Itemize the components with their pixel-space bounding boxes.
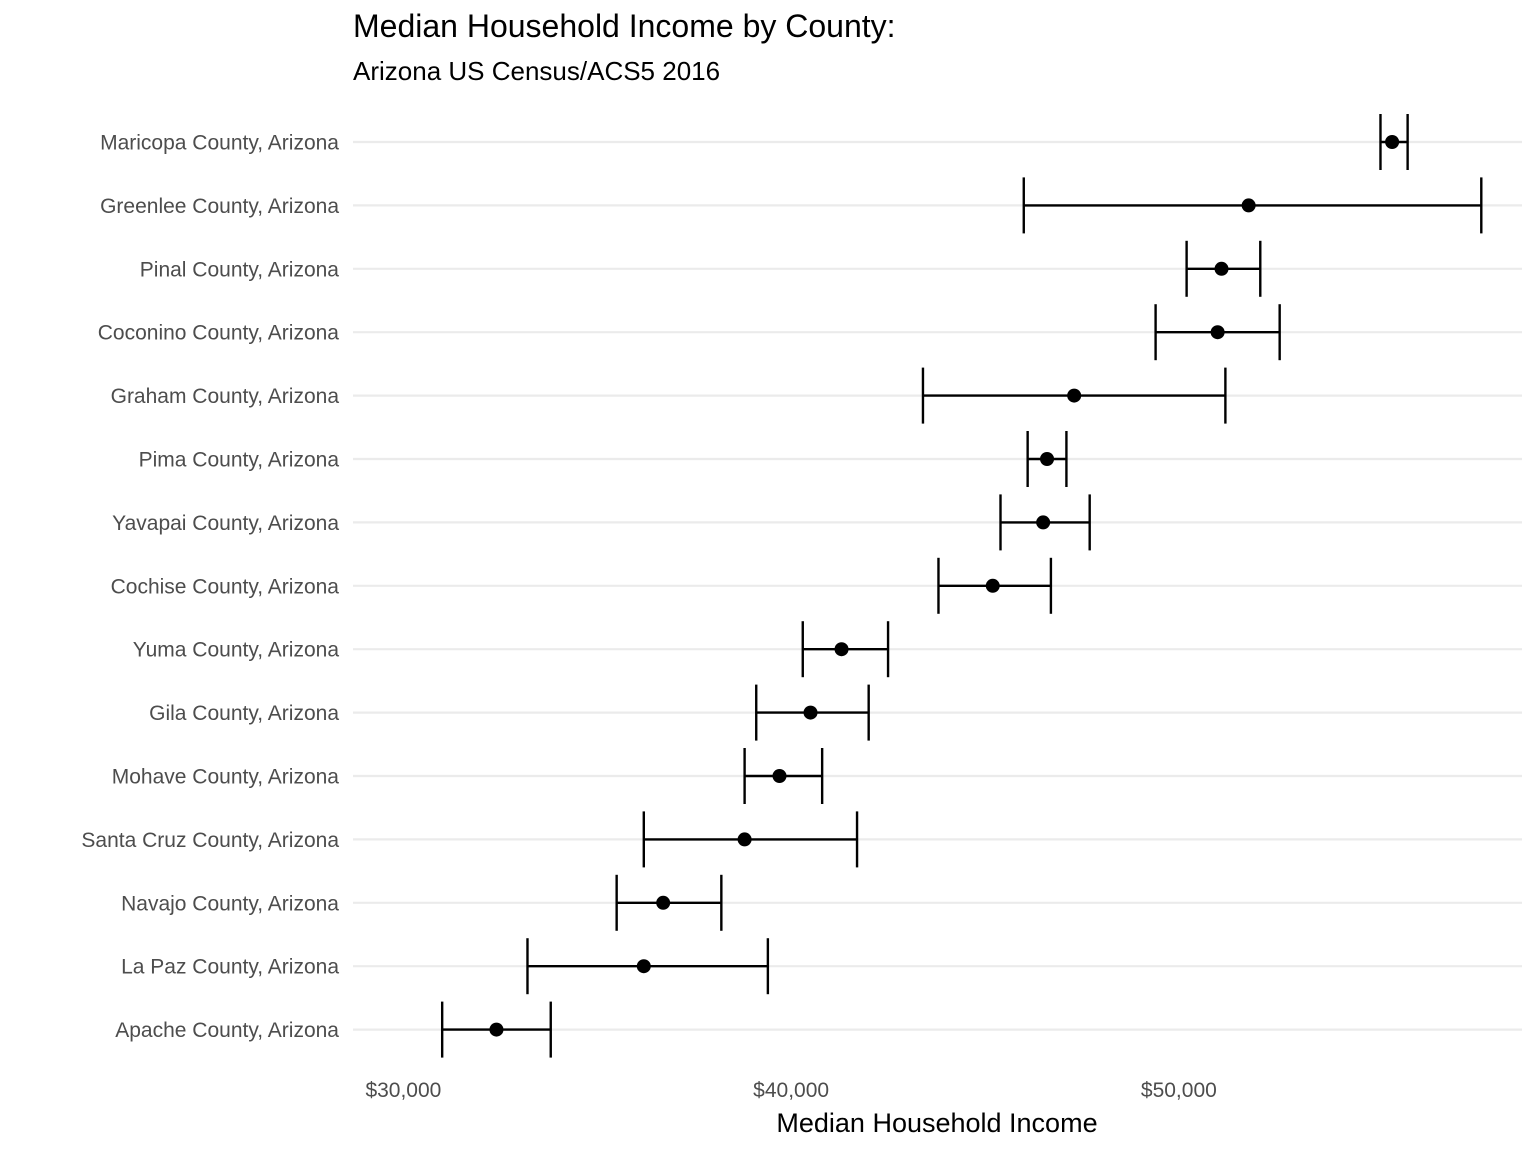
data-point: [1214, 261, 1229, 276]
x-axis-title: Median Household Income: [776, 1108, 1097, 1138]
category-label: La Paz County, Arizona: [121, 956, 339, 979]
data-point: [1067, 388, 1082, 403]
points: [489, 135, 1400, 1037]
data-point: [834, 642, 849, 657]
category-label: Greenlee County, Arizona: [100, 195, 339, 218]
category-label: Navajo County, Arizona: [121, 892, 339, 915]
category-label: Yavapai County, Arizona: [112, 512, 339, 535]
data-point: [1210, 325, 1225, 340]
category-label: Apache County, Arizona: [115, 1019, 339, 1042]
data-point: [737, 832, 752, 847]
data-point: [985, 578, 1000, 593]
data-point: [656, 895, 671, 910]
x-tick-label: $50,000: [1141, 1079, 1217, 1102]
category-label: Pinal County, Arizona: [140, 258, 340, 281]
category-label: Mohave County, Arizona: [112, 766, 340, 789]
category-label: Yuma County, Arizona: [133, 639, 340, 662]
category-label: Coconino County, Arizona: [98, 322, 340, 345]
x-tick-label: $30,000: [365, 1079, 441, 1102]
data-point: [636, 959, 651, 974]
category-label: Santa Cruz County, Arizona: [81, 829, 339, 852]
category-label: Gila County, Arizona: [149, 702, 339, 725]
category-label: Graham County, Arizona: [111, 385, 340, 408]
category-label: Maricopa County, Arizona: [100, 132, 339, 155]
data-point: [1036, 515, 1051, 530]
chart-subtitle: Arizona US Census/ACS5 2016: [353, 56, 721, 86]
data-point: [489, 1022, 504, 1037]
data-point: [803, 705, 818, 720]
chart-title: Median Household Income by County:: [353, 8, 896, 44]
category-axis: Maricopa County, Arizona Greenlee County,…: [81, 132, 339, 1043]
x-axis: $30,000 $40,000 $50,000: [365, 1079, 1216, 1102]
category-label: Cochise County, Arizona: [111, 575, 340, 598]
data-point: [1385, 135, 1400, 149]
data-point: [1241, 198, 1256, 213]
x-tick-label: $40,000: [753, 1079, 829, 1102]
category-label: Pima County, Arizona: [139, 449, 340, 472]
data-point: [1040, 452, 1055, 466]
data-point: [772, 769, 787, 783]
